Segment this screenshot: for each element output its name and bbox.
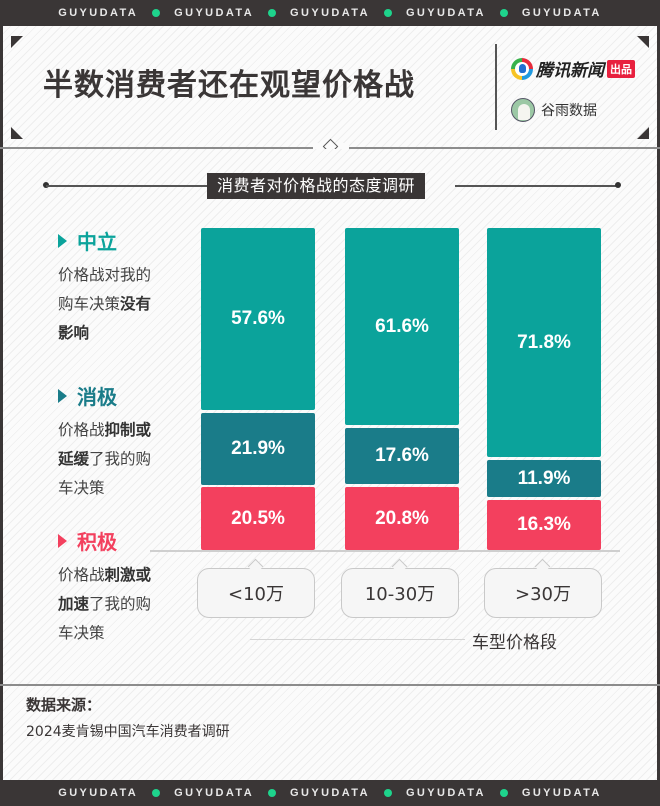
legend-neutral-heading: 中立 <box>58 226 193 255</box>
bar-segment-neutral: 57.6% <box>201 228 315 410</box>
legend-text: 价格战刺激或 <box>58 561 193 590</box>
source-text: 2024麦肯锡中国汽车消费者调研 <box>26 724 230 740</box>
dot-icon <box>499 9 508 17</box>
legend-text-plain: 了我的购 <box>89 595 152 613</box>
legend-text: 车决策 <box>58 624 105 642</box>
legend-text: 价格战对我的 <box>58 266 152 284</box>
legend-text-plain: 价格战 <box>58 566 105 584</box>
bar-segment-positive: 20.8% <box>345 487 459 550</box>
stripe-text: GUYUDATA <box>521 787 602 799</box>
legend-negative-heading: 消极 <box>58 381 193 410</box>
legend-negative: 消极 价格战抑制或 延缓了我的购 车决策 <box>58 381 193 503</box>
brand-stripe-bottom: GUYUDATA GUYUDATA GUYUDATA GUYUDATA GUYU… <box>0 780 660 806</box>
legend-positive-desc: 价格战刺激或 加速了我的购 车决策 <box>58 561 193 648</box>
legend-neutral-desc: 价格战对我的 购车决策没有 影响 <box>58 261 193 348</box>
legend-positive: 积极 价格战刺激或 加速了我的购 车决策 <box>58 526 193 648</box>
source-title: 数据来源： <box>26 696 102 714</box>
corner-mark-icon <box>637 36 649 48</box>
stripe-text: GUYUDATA <box>405 787 486 799</box>
legend-text-bold: 刺激或 <box>104 566 152 584</box>
subtitle-rule-right <box>455 185 617 187</box>
legend-text-plain: 购车决策 <box>58 295 121 313</box>
dot-icon <box>152 789 161 797</box>
bar-segment-negative: 11.9% <box>487 460 601 497</box>
legend-text: 延缓了我的购 <box>58 445 193 474</box>
dot-icon <box>383 789 392 797</box>
legend-neutral-label: 中立 <box>77 230 117 254</box>
legend-text: 加速了我的购 <box>58 590 193 619</box>
guyu-penguin-icon <box>511 98 535 122</box>
triangle-right-icon <box>58 233 67 248</box>
stripe-text: GUYUDATA <box>174 787 255 799</box>
stripe-text: GUYUDATA <box>174 7 255 19</box>
triangle-right-icon <box>58 388 67 403</box>
bar-under-10w: 57.6% 21.9% 20.5% <box>201 228 315 550</box>
bar-10-30w: 61.6% 17.6% 20.8% <box>345 228 459 550</box>
corner-mark-icon <box>637 127 649 139</box>
xaxis-rule <box>250 639 465 640</box>
legend-positive-heading: 积极 <box>58 526 193 555</box>
legend-text-plain: 价格战 <box>58 421 105 439</box>
legend-text-bold: 加速 <box>58 595 90 613</box>
bar-segment-neutral: 71.8% <box>487 228 601 457</box>
bar-segment-positive: 20.5% <box>201 487 315 550</box>
tencent-news-icon <box>511 57 533 80</box>
legend-negative-label: 消极 <box>77 385 117 409</box>
triangle-right-icon <box>58 533 67 548</box>
bar-over-30w: 71.8% 11.9% 16.3% <box>487 228 601 550</box>
legend-text: 车决策 <box>58 479 105 497</box>
category-label: <10万 <box>197 568 315 618</box>
dot-icon <box>268 789 277 797</box>
legend-text-plain: 了我的购 <box>89 450 152 468</box>
xaxis-label: 车型价格段 <box>472 633 557 653</box>
dot-icon <box>152 9 161 17</box>
legend-positive-label: 积极 <box>77 530 117 554</box>
dot-icon <box>499 789 508 797</box>
brand-primary-name: 腾讯新闻 <box>536 61 604 81</box>
brand-secondary-name: 谷雨数据 <box>541 103 597 119</box>
header-panel: 半数消费者还在观望价格战 腾讯新闻 出品 谷雨数据 <box>3 26 657 147</box>
tencent-news-logo: 腾讯新闻 出品 <box>511 56 635 81</box>
legend-text: 购车决策没有 <box>58 290 193 319</box>
brand-stripe-top: GUYUDATA GUYUDATA GUYUDATA GUYUDATA GUYU… <box>0 0 660 26</box>
bar-segment-negative: 17.6% <box>345 428 459 484</box>
bar-segment-neutral: 61.6% <box>345 228 459 425</box>
legend-text-bold: 延缓 <box>58 450 90 468</box>
corner-mark-icon <box>11 36 23 48</box>
brand-primary-badge: 出品 <box>607 59 635 78</box>
legend-text-bold: 影响 <box>58 324 90 342</box>
section-divider <box>0 684 660 686</box>
dot-icon <box>268 9 277 17</box>
category-label: 10-30万 <box>341 568 459 618</box>
bar-segment-positive: 16.3% <box>487 500 601 550</box>
line-end-dot-icon <box>615 182 621 188</box>
legend-text-bold: 抑制或 <box>104 421 152 439</box>
chart-baseline <box>150 550 620 552</box>
stripe-text: GUYUDATA <box>58 7 139 19</box>
subtitle-rule-left <box>46 185 208 187</box>
stripe-text: GUYUDATA <box>521 7 602 19</box>
stripe-text: GUYUDATA <box>290 787 370 799</box>
chart-subtitle: 消费者对价格战的态度调研 <box>207 173 426 199</box>
stripe-text: GUYUDATA <box>405 7 486 19</box>
legend-text: 价格战抑制或 <box>58 416 193 445</box>
legend-negative-desc: 价格战抑制或 延缓了我的购 车决策 <box>58 416 193 503</box>
stripe-text: GUYUDATA <box>290 7 370 19</box>
legend-text-bold: 没有 <box>120 295 152 313</box>
legend-neutral: 中立 价格战对我的 购车决策没有 影响 <box>58 226 193 348</box>
guyu-data-logo: 谷雨数据 <box>511 98 597 122</box>
legend-text: 影响 <box>58 319 193 348</box>
corner-mark-icon <box>11 127 23 139</box>
stripe-text: GUYUDATA <box>58 787 139 799</box>
bar-segment-negative: 21.9% <box>201 413 315 485</box>
page-title: 半数消费者还在观望价格战 <box>43 68 415 103</box>
dot-icon <box>383 9 392 17</box>
vertical-divider <box>495 44 497 130</box>
source-panel <box>3 686 657 780</box>
category-label: >30万 <box>484 568 602 618</box>
